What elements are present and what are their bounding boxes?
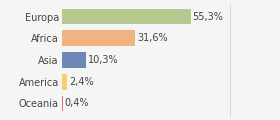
Text: 31,6%: 31,6%	[137, 33, 168, 43]
Text: 0,4%: 0,4%	[64, 98, 89, 108]
Text: 2,4%: 2,4%	[69, 77, 94, 87]
Bar	[62, 30, 135, 46]
Text: 10,3%: 10,3%	[87, 55, 118, 65]
Text: 55,3%: 55,3%	[192, 12, 223, 22]
Bar	[62, 74, 67, 90]
Bar	[62, 9, 191, 24]
Bar	[62, 52, 86, 68]
